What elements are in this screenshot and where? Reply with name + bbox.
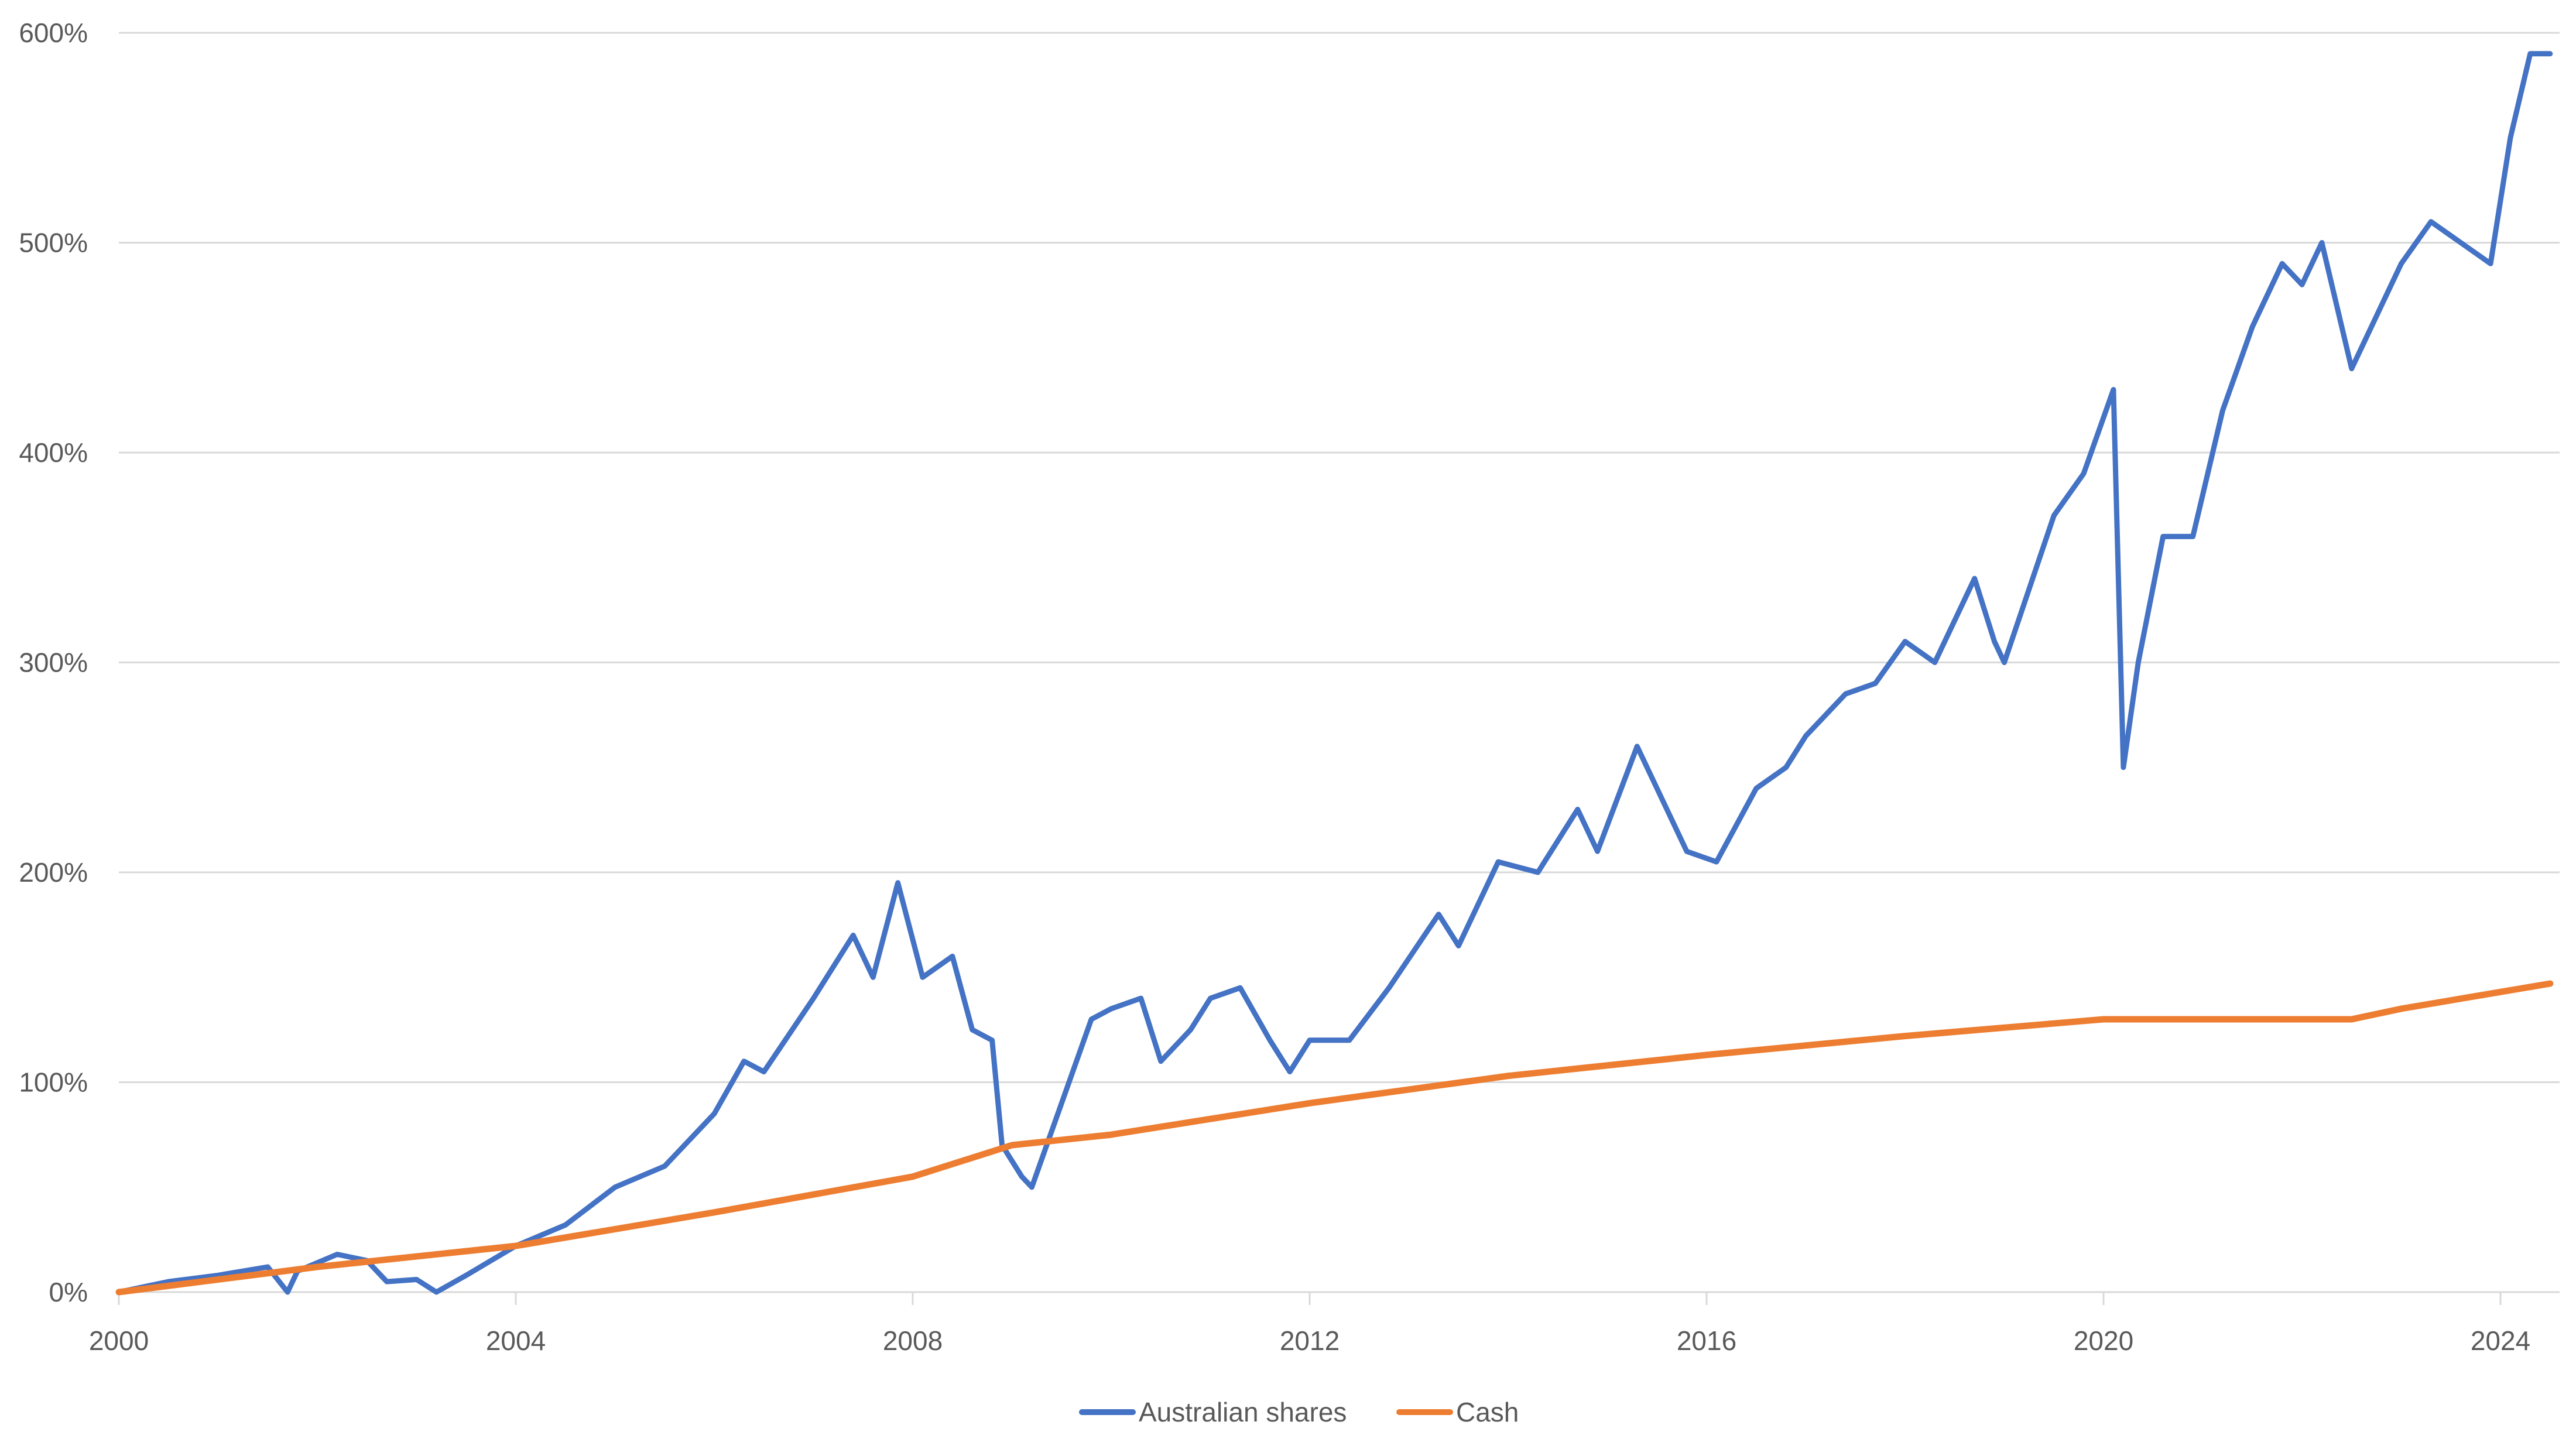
y-tick-label: 0% bbox=[49, 1277, 88, 1307]
y-tick-label: 500% bbox=[19, 228, 88, 258]
x-tick-label: 2020 bbox=[2074, 1325, 2133, 1356]
series-line-cash bbox=[115, 980, 2554, 1296]
series-lines bbox=[115, 51, 2554, 1296]
y-tick-label: 600% bbox=[19, 18, 88, 48]
x-tick-label: 2016 bbox=[1677, 1325, 1736, 1356]
legend-label-cash: Cash bbox=[1456, 1397, 1519, 1427]
x-tick-label: 2024 bbox=[2471, 1325, 2530, 1356]
y-axis: 0% 100% 200% 300% 400% 500% 600% bbox=[19, 18, 88, 1307]
y-tick-label: 300% bbox=[19, 648, 88, 678]
y-tick-label: 400% bbox=[19, 437, 88, 468]
legend-label-australian-shares: Australian shares bbox=[1139, 1397, 1347, 1427]
x-axis: 2000 2004 2008 2012 2016 2020 2024 bbox=[89, 1292, 2530, 1356]
x-tick-label: 2008 bbox=[883, 1325, 943, 1356]
gridlines bbox=[119, 32, 2560, 1293]
y-tick-label: 100% bbox=[19, 1067, 88, 1098]
series-line-australian-shares bbox=[116, 51, 2553, 1295]
x-tick-label: 2000 bbox=[89, 1325, 149, 1356]
x-tick-label: 2004 bbox=[486, 1325, 546, 1356]
x-tick-label: 2012 bbox=[1280, 1325, 1340, 1356]
y-tick-label: 200% bbox=[19, 857, 88, 888]
legend: Australian shares Cash bbox=[1079, 1397, 1519, 1427]
